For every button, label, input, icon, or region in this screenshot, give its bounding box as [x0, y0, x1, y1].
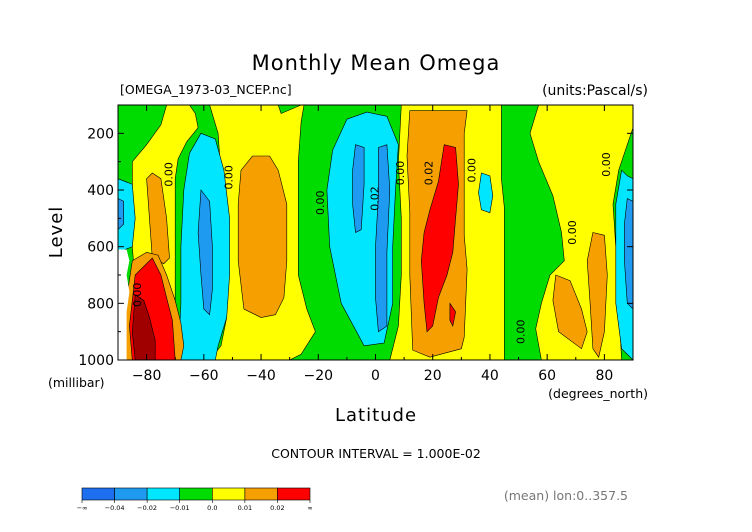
contour-label-5: 0.00 [394, 161, 407, 186]
file-label: [OMEGA_1973-03_NCEP.nc] [120, 82, 292, 97]
y-tick-label: 800 [87, 296, 114, 312]
colorbar-swatch-0 [81, 487, 115, 501]
colorbar-swatch-6 [277, 487, 311, 501]
x-tick-label: 60 [538, 368, 556, 384]
band_red-region-2 [449, 302, 456, 327]
band_orange-region-5 [586, 232, 608, 358]
band_blue-region-2 [375, 144, 391, 333]
x-tick-label: −80 [132, 368, 162, 384]
x-axis-label: Latitude [335, 405, 417, 426]
colorbar: −∞ −0.04 −0.02 −0.01 0.0 0.01 0.02 ∞ [77, 487, 313, 512]
mean-note: (mean) lon:0..357.5 [504, 488, 628, 503]
colorbar-swatch-2 [146, 487, 181, 501]
contour-interval: CONTOUR INTERVAL = 1.000E-02 [271, 446, 481, 461]
colorbar-label-3: −0.01 [170, 504, 190, 512]
colorbar-swatch-4 [212, 487, 246, 501]
band_orange-region-4 [552, 274, 588, 350]
chart-title: Monthly Mean Omega [252, 51, 501, 75]
contour-label-7: 0.00 [466, 158, 479, 183]
x-tick-label: 0 [371, 368, 380, 384]
colorbar-swatch-3 [179, 487, 213, 501]
contour-label-6: 0.02 [423, 161, 436, 186]
band_cyan-region-4 [478, 172, 494, 214]
plot-area: 0.00 0.00 0.00 0.00 0.02 0.00 0.02 0.00 0.00 0.00… [78, 104, 634, 384]
units-label: (units:Pascal/s) [542, 83, 648, 99]
colorbar-swatch-5 [244, 487, 278, 501]
colorbar-label-5: 0.01 [238, 504, 252, 512]
x-tick-label: 80 [595, 368, 613, 384]
contour-label-4: 0.02 [368, 186, 381, 211]
contour-label-3: 0.00 [314, 191, 327, 216]
colorbar-label-7: ∞ [307, 504, 312, 512]
y-tick-label: 400 [87, 183, 114, 199]
colorbar-label-6: 0.02 [270, 504, 284, 512]
contour-bands [117, 104, 634, 361]
contour-label-9: 0.00 [566, 220, 579, 245]
x-tick-label: 20 [424, 368, 442, 384]
y-tick-label: 200 [87, 126, 114, 142]
axis-ticks: −80 −60 −40 −20 0 20 40 60 80 200 400 600 800 1000 [78, 104, 634, 384]
band_blue-region-4 [117, 198, 124, 231]
y-axis-label: Level [46, 206, 67, 259]
colorbar-label-0: −∞ [77, 504, 88, 512]
y-axis-unit: (millibar) [48, 375, 105, 390]
colorbar-swatch-1 [114, 487, 148, 501]
x-tick-label: 40 [481, 368, 499, 384]
band_missing-region-0 [118, 249, 130, 360]
contour-label-2: 0.00 [222, 165, 235, 190]
band_blue-region-1 [352, 144, 365, 233]
contour-labels: 0.00 0.00 0.00 0.00 0.02 0.00 0.02 0.00 0.00 0.00… [131, 152, 613, 344]
band_blue-region-0 [197, 189, 213, 316]
colorbar-label-4: 0.0 [207, 504, 217, 512]
band_orange-region-2 [237, 155, 288, 318]
y-tick-label: 600 [87, 240, 114, 256]
x-tick-label: −40 [246, 368, 276, 384]
x-tick-label: −60 [189, 368, 219, 384]
colorbar-label-2: −0.02 [137, 504, 157, 512]
x-tick-label: −20 [304, 368, 334, 384]
contour-label-8: 0.00 [514, 319, 527, 344]
band_darkred-region-0 [131, 294, 156, 361]
contour-label-10: 0.00 [600, 152, 613, 177]
y-tick-label: 1000 [78, 353, 114, 369]
contour-label-0: 0.00 [131, 283, 144, 308]
x-axis-unit: (degrees_north) [548, 386, 648, 401]
colorbar-label-1: −0.04 [105, 504, 125, 512]
contour-label-1: 0.00 [162, 162, 175, 187]
band_red-region-1 [420, 144, 459, 333]
